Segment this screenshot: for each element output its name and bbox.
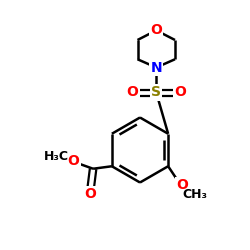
Text: S: S <box>151 86 161 100</box>
Text: N: N <box>150 60 162 74</box>
Text: O: O <box>126 86 138 100</box>
Text: H₃C: H₃C <box>44 150 69 163</box>
Text: O: O <box>150 24 162 37</box>
Text: O: O <box>174 86 186 100</box>
Text: O: O <box>85 187 96 201</box>
Text: O: O <box>68 154 80 168</box>
Text: CH₃: CH₃ <box>182 188 207 202</box>
Text: O: O <box>176 178 188 192</box>
